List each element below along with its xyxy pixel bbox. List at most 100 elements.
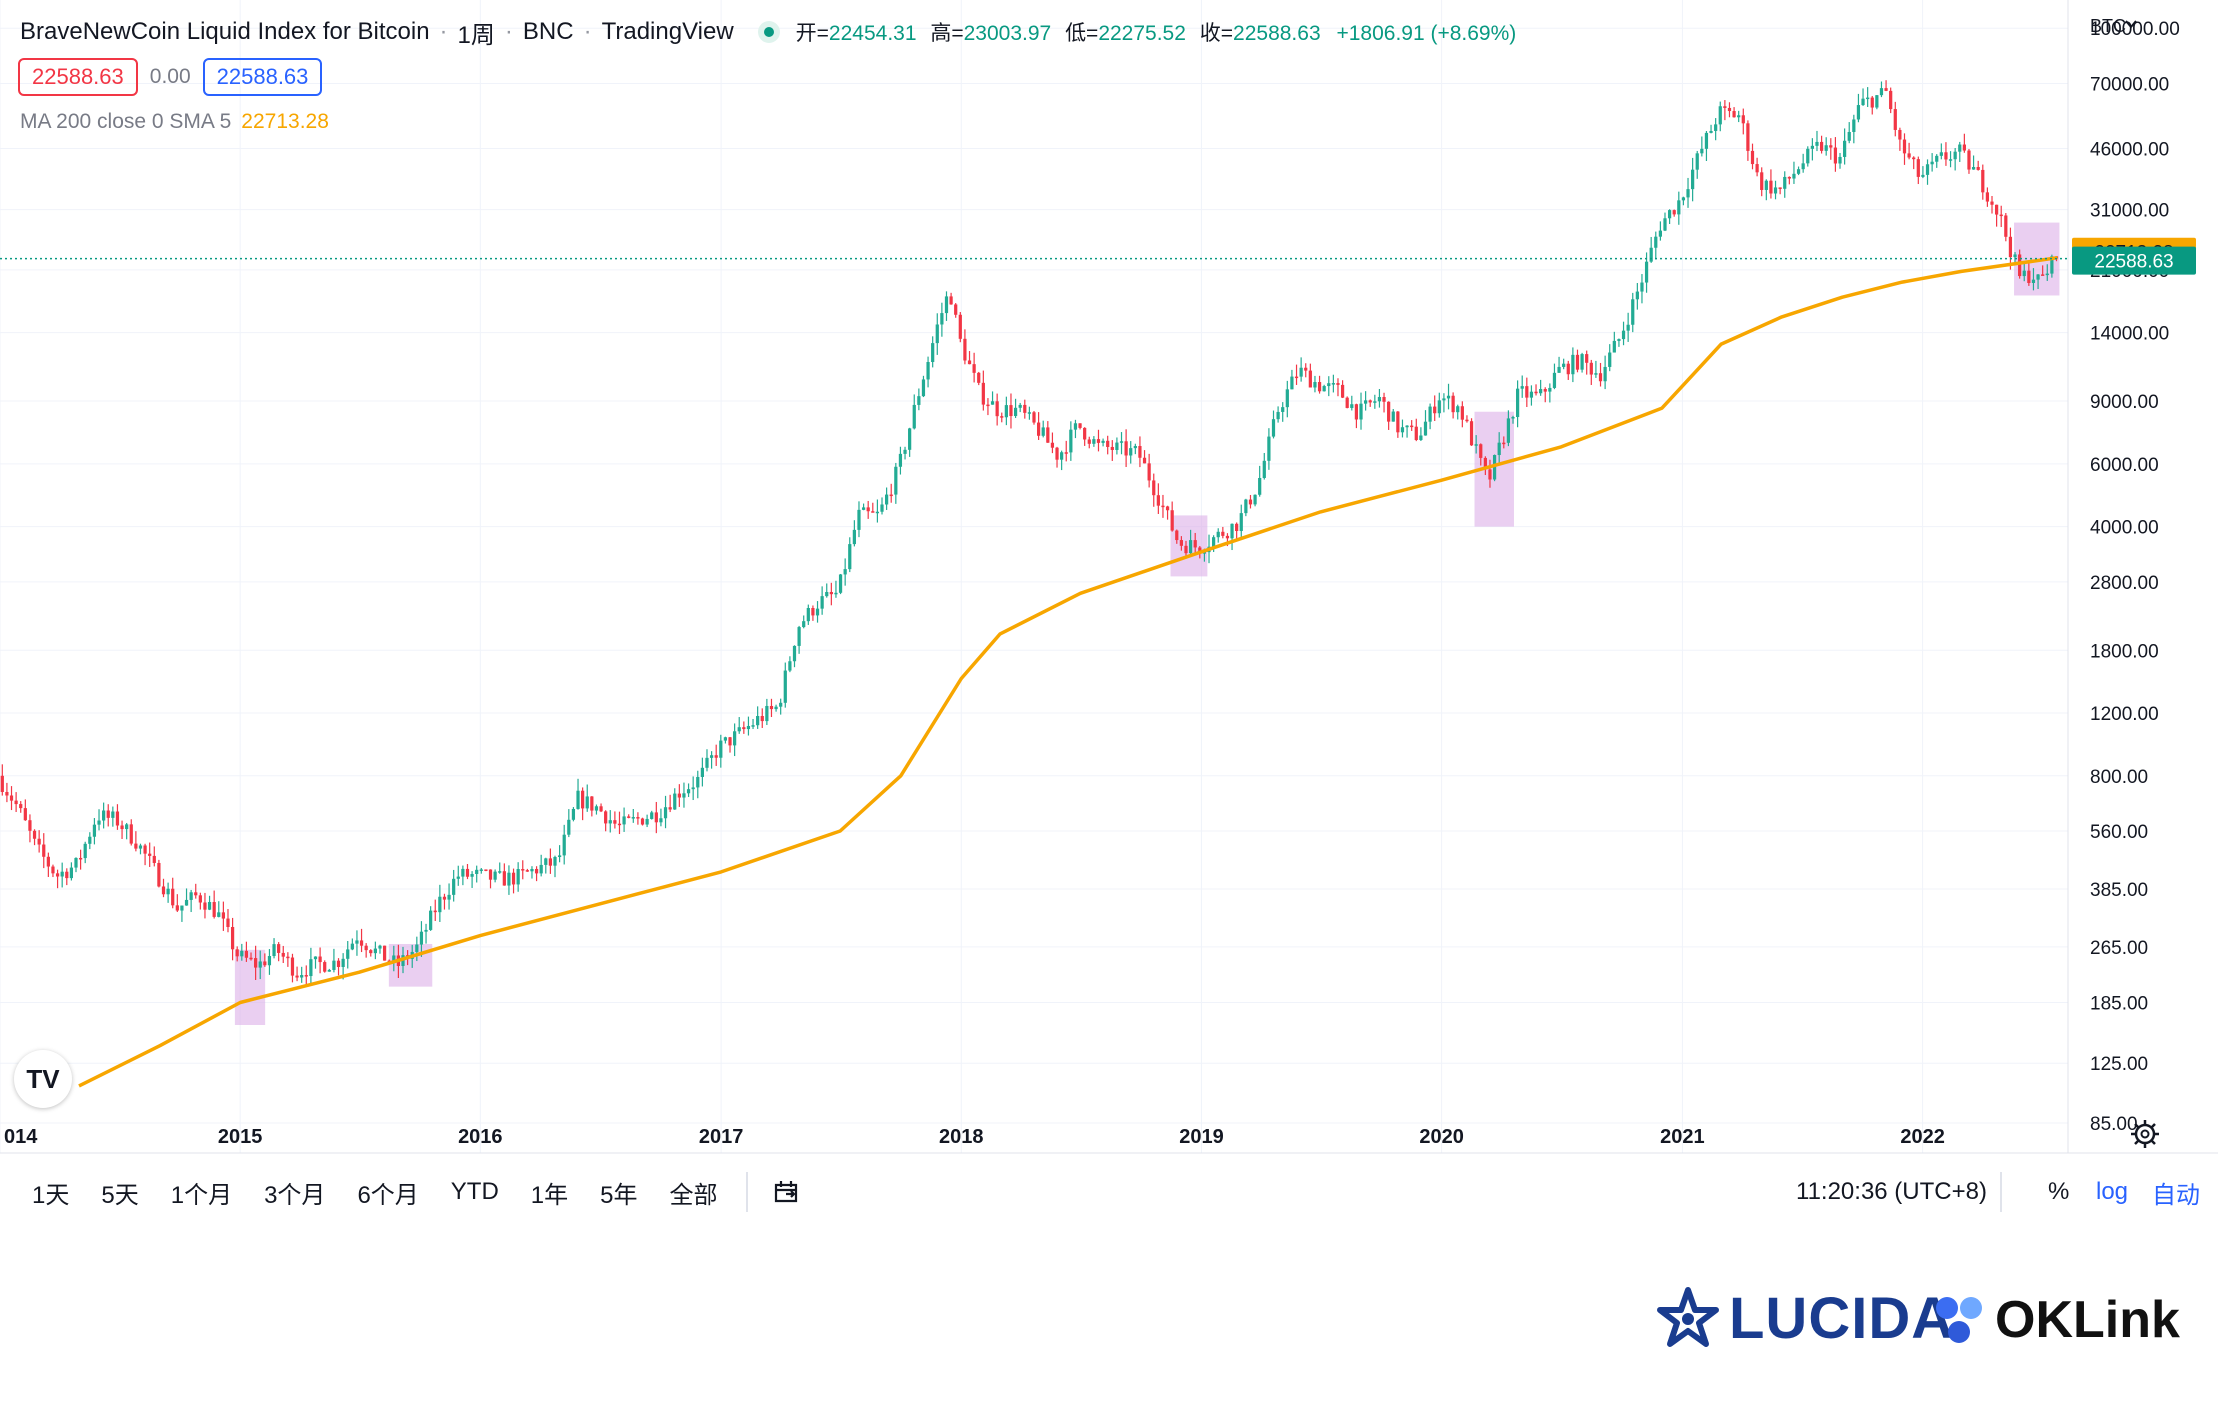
candle-body bbox=[714, 755, 718, 758]
price-chart[interactable]: 100000.0070000.0046000.0031000.0021000.0… bbox=[0, 0, 2218, 1226]
candlestick bbox=[1677, 191, 1681, 225]
candlestick-series[interactable] bbox=[0, 80, 2059, 987]
clock-time[interactable]: 11:20:36 (UTC+8) bbox=[1796, 1178, 1987, 1205]
timeframe-5d-button[interactable]: 5天 bbox=[101, 1181, 139, 1209]
indicator-label[interactable]: MA 200 close 0 SMA 5 bbox=[20, 110, 232, 133]
candle-body bbox=[1543, 388, 1547, 392]
market-status-icon[interactable] bbox=[757, 21, 780, 43]
candle-body bbox=[392, 955, 396, 962]
candle-body bbox=[332, 960, 336, 970]
close-value: 22588.63 bbox=[1233, 22, 1321, 45]
candlestick bbox=[1879, 81, 1884, 98]
candle-body bbox=[2050, 256, 2054, 274]
candle-body bbox=[820, 596, 824, 609]
log-scale-button[interactable]: log bbox=[2096, 1178, 2129, 1205]
candle-body bbox=[1691, 169, 1695, 190]
candle-body bbox=[894, 466, 898, 495]
auto-scale-button[interactable]: 自动 bbox=[2152, 1181, 2200, 1209]
candle-body bbox=[1755, 164, 1759, 173]
candlestick bbox=[654, 801, 658, 834]
candle-body bbox=[1981, 169, 1985, 193]
candle-body bbox=[78, 857, 83, 860]
tradingview-logo-icon[interactable]: TV bbox=[14, 1050, 72, 1108]
candlestick bbox=[1124, 429, 1128, 468]
candle-body bbox=[424, 929, 428, 932]
candlestick bbox=[1930, 153, 1934, 172]
candlestick bbox=[1446, 383, 1451, 410]
timeframe-6m-button[interactable]: 6个月 bbox=[357, 1181, 419, 1209]
settings-gear-icon[interactable] bbox=[2131, 1120, 2159, 1148]
ask-price-box[interactable]: 22588.63 bbox=[202, 58, 323, 96]
last-price-badge: 22588.63 bbox=[2072, 246, 2196, 275]
candlestick bbox=[1267, 428, 1271, 470]
candlestick bbox=[1170, 501, 1174, 532]
candle-body bbox=[1566, 363, 1570, 375]
candlestick bbox=[917, 388, 921, 411]
candlestick bbox=[19, 801, 23, 813]
chevron-down-icon[interactable] bbox=[2125, 20, 2137, 29]
candle-body bbox=[645, 818, 649, 825]
candlestick bbox=[585, 784, 589, 812]
candlestick bbox=[792, 645, 797, 668]
candlestick bbox=[1359, 392, 1363, 430]
candle-body bbox=[1902, 139, 1907, 154]
percent-scale-button[interactable]: % bbox=[2048, 1178, 2070, 1205]
candle-body bbox=[709, 755, 714, 758]
candle-body bbox=[2031, 279, 2036, 283]
candlestick bbox=[751, 718, 755, 730]
candle-body bbox=[1557, 366, 1561, 373]
candle-body bbox=[1971, 167, 1976, 170]
candle-body bbox=[1414, 426, 1418, 441]
open-label: 开= bbox=[795, 22, 829, 45]
candlestick bbox=[102, 802, 106, 829]
candlestick bbox=[995, 393, 999, 426]
candle-body bbox=[1608, 352, 1612, 367]
candlestick bbox=[1129, 441, 1133, 464]
candlestick bbox=[479, 868, 483, 874]
candlestick bbox=[1976, 160, 1980, 171]
candle-body bbox=[1810, 145, 1814, 149]
candle-body bbox=[1492, 455, 1497, 480]
candle-body bbox=[1064, 452, 1068, 454]
currency-label[interactable]: BTC bbox=[2090, 16, 2126, 36]
candle-body bbox=[1258, 477, 1262, 495]
candle-body bbox=[636, 817, 640, 819]
price-axis[interactable]: 100000.0070000.0046000.0031000.0021000.0… bbox=[2090, 19, 2180, 1135]
candle-body bbox=[502, 871, 506, 886]
symbol-title[interactable]: BraveNewCoin Liquid Index for Bitcoin bbox=[20, 18, 430, 45]
candle-body bbox=[1087, 439, 1091, 444]
go-to-date-icon[interactable] bbox=[772, 1177, 802, 1207]
candlestick bbox=[571, 807, 576, 822]
candlestick bbox=[175, 894, 179, 913]
timeframe-all-button[interactable]: 全部 bbox=[669, 1181, 718, 1209]
candlestick bbox=[1889, 87, 1893, 114]
candlestick bbox=[788, 656, 792, 673]
candle-body bbox=[1621, 330, 1626, 340]
candle-body bbox=[1935, 155, 1939, 162]
candle-body bbox=[318, 956, 322, 963]
candle-body bbox=[760, 715, 764, 722]
timeframe-ytd-button[interactable]: YTD bbox=[450, 1178, 499, 1205]
candlestick bbox=[1815, 130, 1819, 152]
candlestick bbox=[774, 704, 778, 712]
time-axis[interactable]: 014 2015 2016 2017 2018 2019 2020 2021 2022 bbox=[4, 1126, 1945, 1148]
price-row: 22588.63 0.00 22588.63 bbox=[18, 58, 323, 96]
candle-body bbox=[986, 404, 990, 407]
interval-label[interactable]: 1周 bbox=[457, 21, 495, 49]
timeframe-1m-button[interactable]: 1个月 bbox=[170, 1181, 233, 1209]
timeframe-1y-button[interactable]: 1年 bbox=[530, 1181, 569, 1209]
candlestick bbox=[1741, 108, 1745, 135]
candlestick bbox=[1571, 347, 1575, 383]
candle-body bbox=[161, 886, 166, 895]
candlestick bbox=[157, 859, 161, 888]
timeframe-5y-button[interactable]: 5年 bbox=[600, 1181, 638, 1209]
candle-body bbox=[1373, 401, 1377, 403]
candlestick bbox=[97, 809, 101, 831]
timeframe-1d-button[interactable]: 1天 bbox=[32, 1181, 70, 1209]
bid-price-box[interactable]: 22588.63 bbox=[18, 58, 138, 96]
indicator-legend[interactable]: MA 200 close 0 SMA 5 22713.28 bbox=[20, 110, 329, 134]
timeframe-3m-button[interactable]: 3个月 bbox=[264, 1181, 326, 1209]
candle-body bbox=[866, 507, 870, 512]
candlestick bbox=[1013, 398, 1018, 419]
candlestick bbox=[244, 941, 249, 962]
